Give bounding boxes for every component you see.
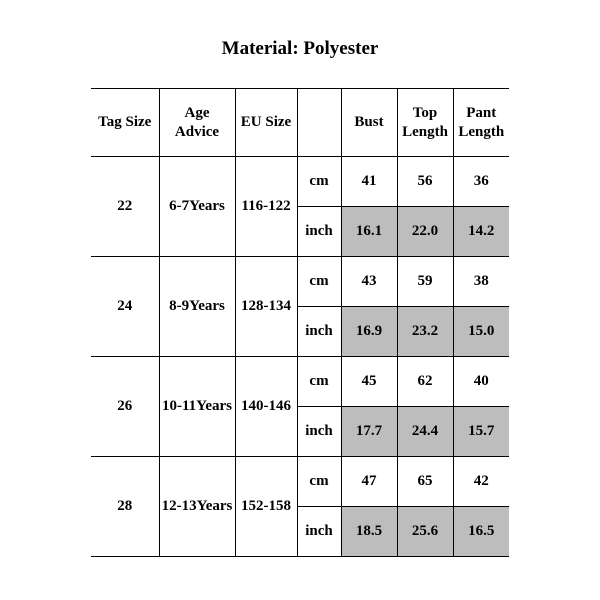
cell-tag: 24 [91, 257, 159, 357]
cell-top-inch: 23.2 [397, 307, 453, 357]
cell-pant-inch: 16.5 [453, 507, 509, 557]
cell-unit-cm: cm [297, 157, 341, 207]
cell-age: 6-7Years [159, 157, 235, 257]
cell-unit-inch: inch [297, 507, 341, 557]
cell-pant-cm: 42 [453, 457, 509, 507]
cell-bust-inch: 16.9 [341, 307, 397, 357]
cell-pant-inch: 15.7 [453, 407, 509, 457]
cell-pant-cm: 38 [453, 257, 509, 307]
cell-bust-cm: 47 [341, 457, 397, 507]
cell-pant-cm: 36 [453, 157, 509, 207]
col-eu-size: EU Size [235, 89, 297, 157]
cell-bust-inch: 17.7 [341, 407, 397, 457]
cell-top-cm: 56 [397, 157, 453, 207]
cell-pant-inch: 14.2 [453, 207, 509, 257]
cell-top-cm: 59 [397, 257, 453, 307]
cell-eu: 152-158 [235, 457, 297, 557]
col-age-advice: Age Advice [159, 89, 235, 157]
cell-bust-inch: 18.5 [341, 507, 397, 557]
col-top-length: Top Length [397, 89, 453, 157]
cell-tag: 28 [91, 457, 159, 557]
cell-top-inch: 25.6 [397, 507, 453, 557]
cell-pant-inch: 15.0 [453, 307, 509, 357]
table-header-row: Tag Size Age Advice EU Size Bust Top Len… [91, 89, 509, 157]
col-bust: Bust [341, 89, 397, 157]
cell-unit-inch: inch [297, 307, 341, 357]
cell-top-cm: 62 [397, 357, 453, 407]
cell-bust-inch: 16.1 [341, 207, 397, 257]
cell-unit-inch: inch [297, 407, 341, 457]
col-pant-length: Pant Length [453, 89, 509, 157]
cell-age: 12-13Years [159, 457, 235, 557]
table-row: 22 6-7Years 116-122 cm 41 56 36 [91, 157, 509, 207]
cell-eu: 140-146 [235, 357, 297, 457]
cell-unit-inch: inch [297, 207, 341, 257]
cell-tag: 26 [91, 357, 159, 457]
table-row: 26 10-11Years 140-146 cm 45 62 40 [91, 357, 509, 407]
cell-pant-cm: 40 [453, 357, 509, 407]
cell-tag: 22 [91, 157, 159, 257]
cell-bust-cm: 43 [341, 257, 397, 307]
page-title: Material: Polyester [222, 38, 379, 60]
table-row: 24 8-9Years 128-134 cm 43 59 38 [91, 257, 509, 307]
cell-eu: 128-134 [235, 257, 297, 357]
cell-unit-cm: cm [297, 357, 341, 407]
cell-unit-cm: cm [297, 457, 341, 507]
col-tag-size: Tag Size [91, 89, 159, 157]
cell-age: 8-9Years [159, 257, 235, 357]
cell-bust-cm: 41 [341, 157, 397, 207]
cell-bust-cm: 45 [341, 357, 397, 407]
cell-unit-cm: cm [297, 257, 341, 307]
table-row: 28 12-13Years 152-158 cm 47 65 42 [91, 457, 509, 507]
cell-top-inch: 24.4 [397, 407, 453, 457]
cell-age: 10-11Years [159, 357, 235, 457]
cell-top-inch: 22.0 [397, 207, 453, 257]
cell-top-cm: 65 [397, 457, 453, 507]
cell-eu: 116-122 [235, 157, 297, 257]
col-unit [297, 89, 341, 157]
size-table: Tag Size Age Advice EU Size Bust Top Len… [91, 88, 509, 557]
